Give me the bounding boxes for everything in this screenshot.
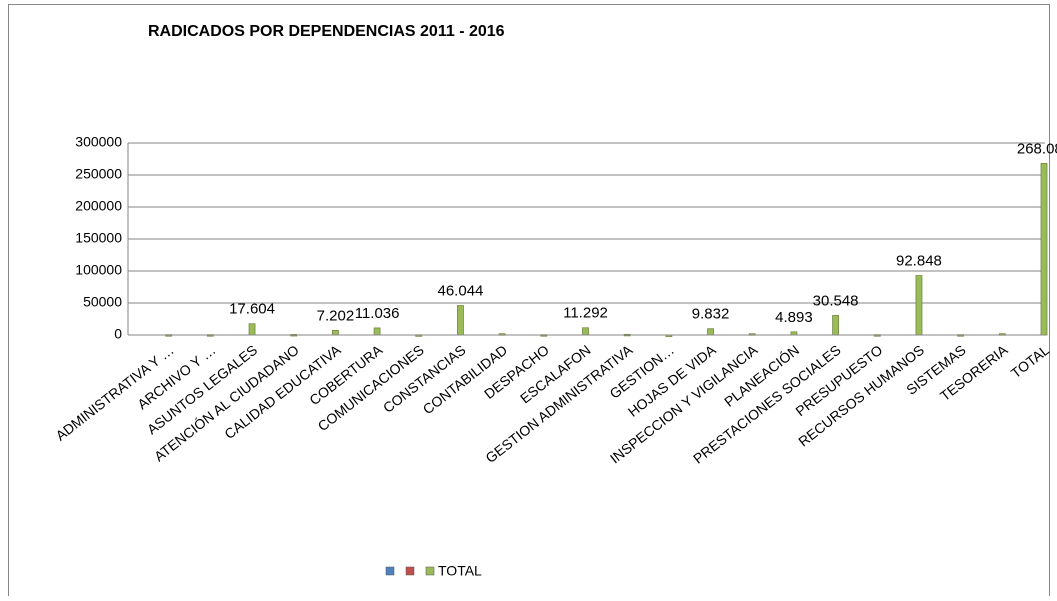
data-label: 11.036 [355,305,400,322]
data-label: 11.292 [563,305,608,322]
bar [582,327,589,336]
legend-swatch [385,566,395,576]
legend-label: TOTAL [438,563,482,579]
y-tick-label: 50000 [83,294,122,310]
data-label: 4.893 [775,309,813,326]
data-label: 17.604 [229,301,275,318]
y-tick-label: 100000 [75,262,122,278]
y-tick-label: 200000 [75,198,122,214]
data-label: 46.044 [438,283,484,300]
bar [707,328,714,336]
data-label: 9.832 [692,306,730,323]
y-tick-label: 250000 [75,166,122,182]
bar [832,315,839,336]
legend-swatch [425,566,435,576]
bar [915,275,923,336]
y-tick-label: 150000 [75,230,122,246]
bar [248,323,256,336]
chart-title: RADICADOS POR DEPENDENCIAS 2011 - 2016 [148,23,505,40]
bar [457,305,464,336]
data-label: 92.848 [896,253,942,270]
legend-swatch [405,566,415,576]
data-label: 268.086 [1017,140,1057,157]
y-tick-label: 0 [114,326,122,342]
data-label: 30.548 [813,292,859,309]
bar [332,329,339,336]
bar [373,327,381,336]
y-tick-label: 300000 [75,134,122,150]
bar [1040,163,1048,336]
chart-border [8,4,1050,601]
data-label: 7.202 [317,307,355,324]
